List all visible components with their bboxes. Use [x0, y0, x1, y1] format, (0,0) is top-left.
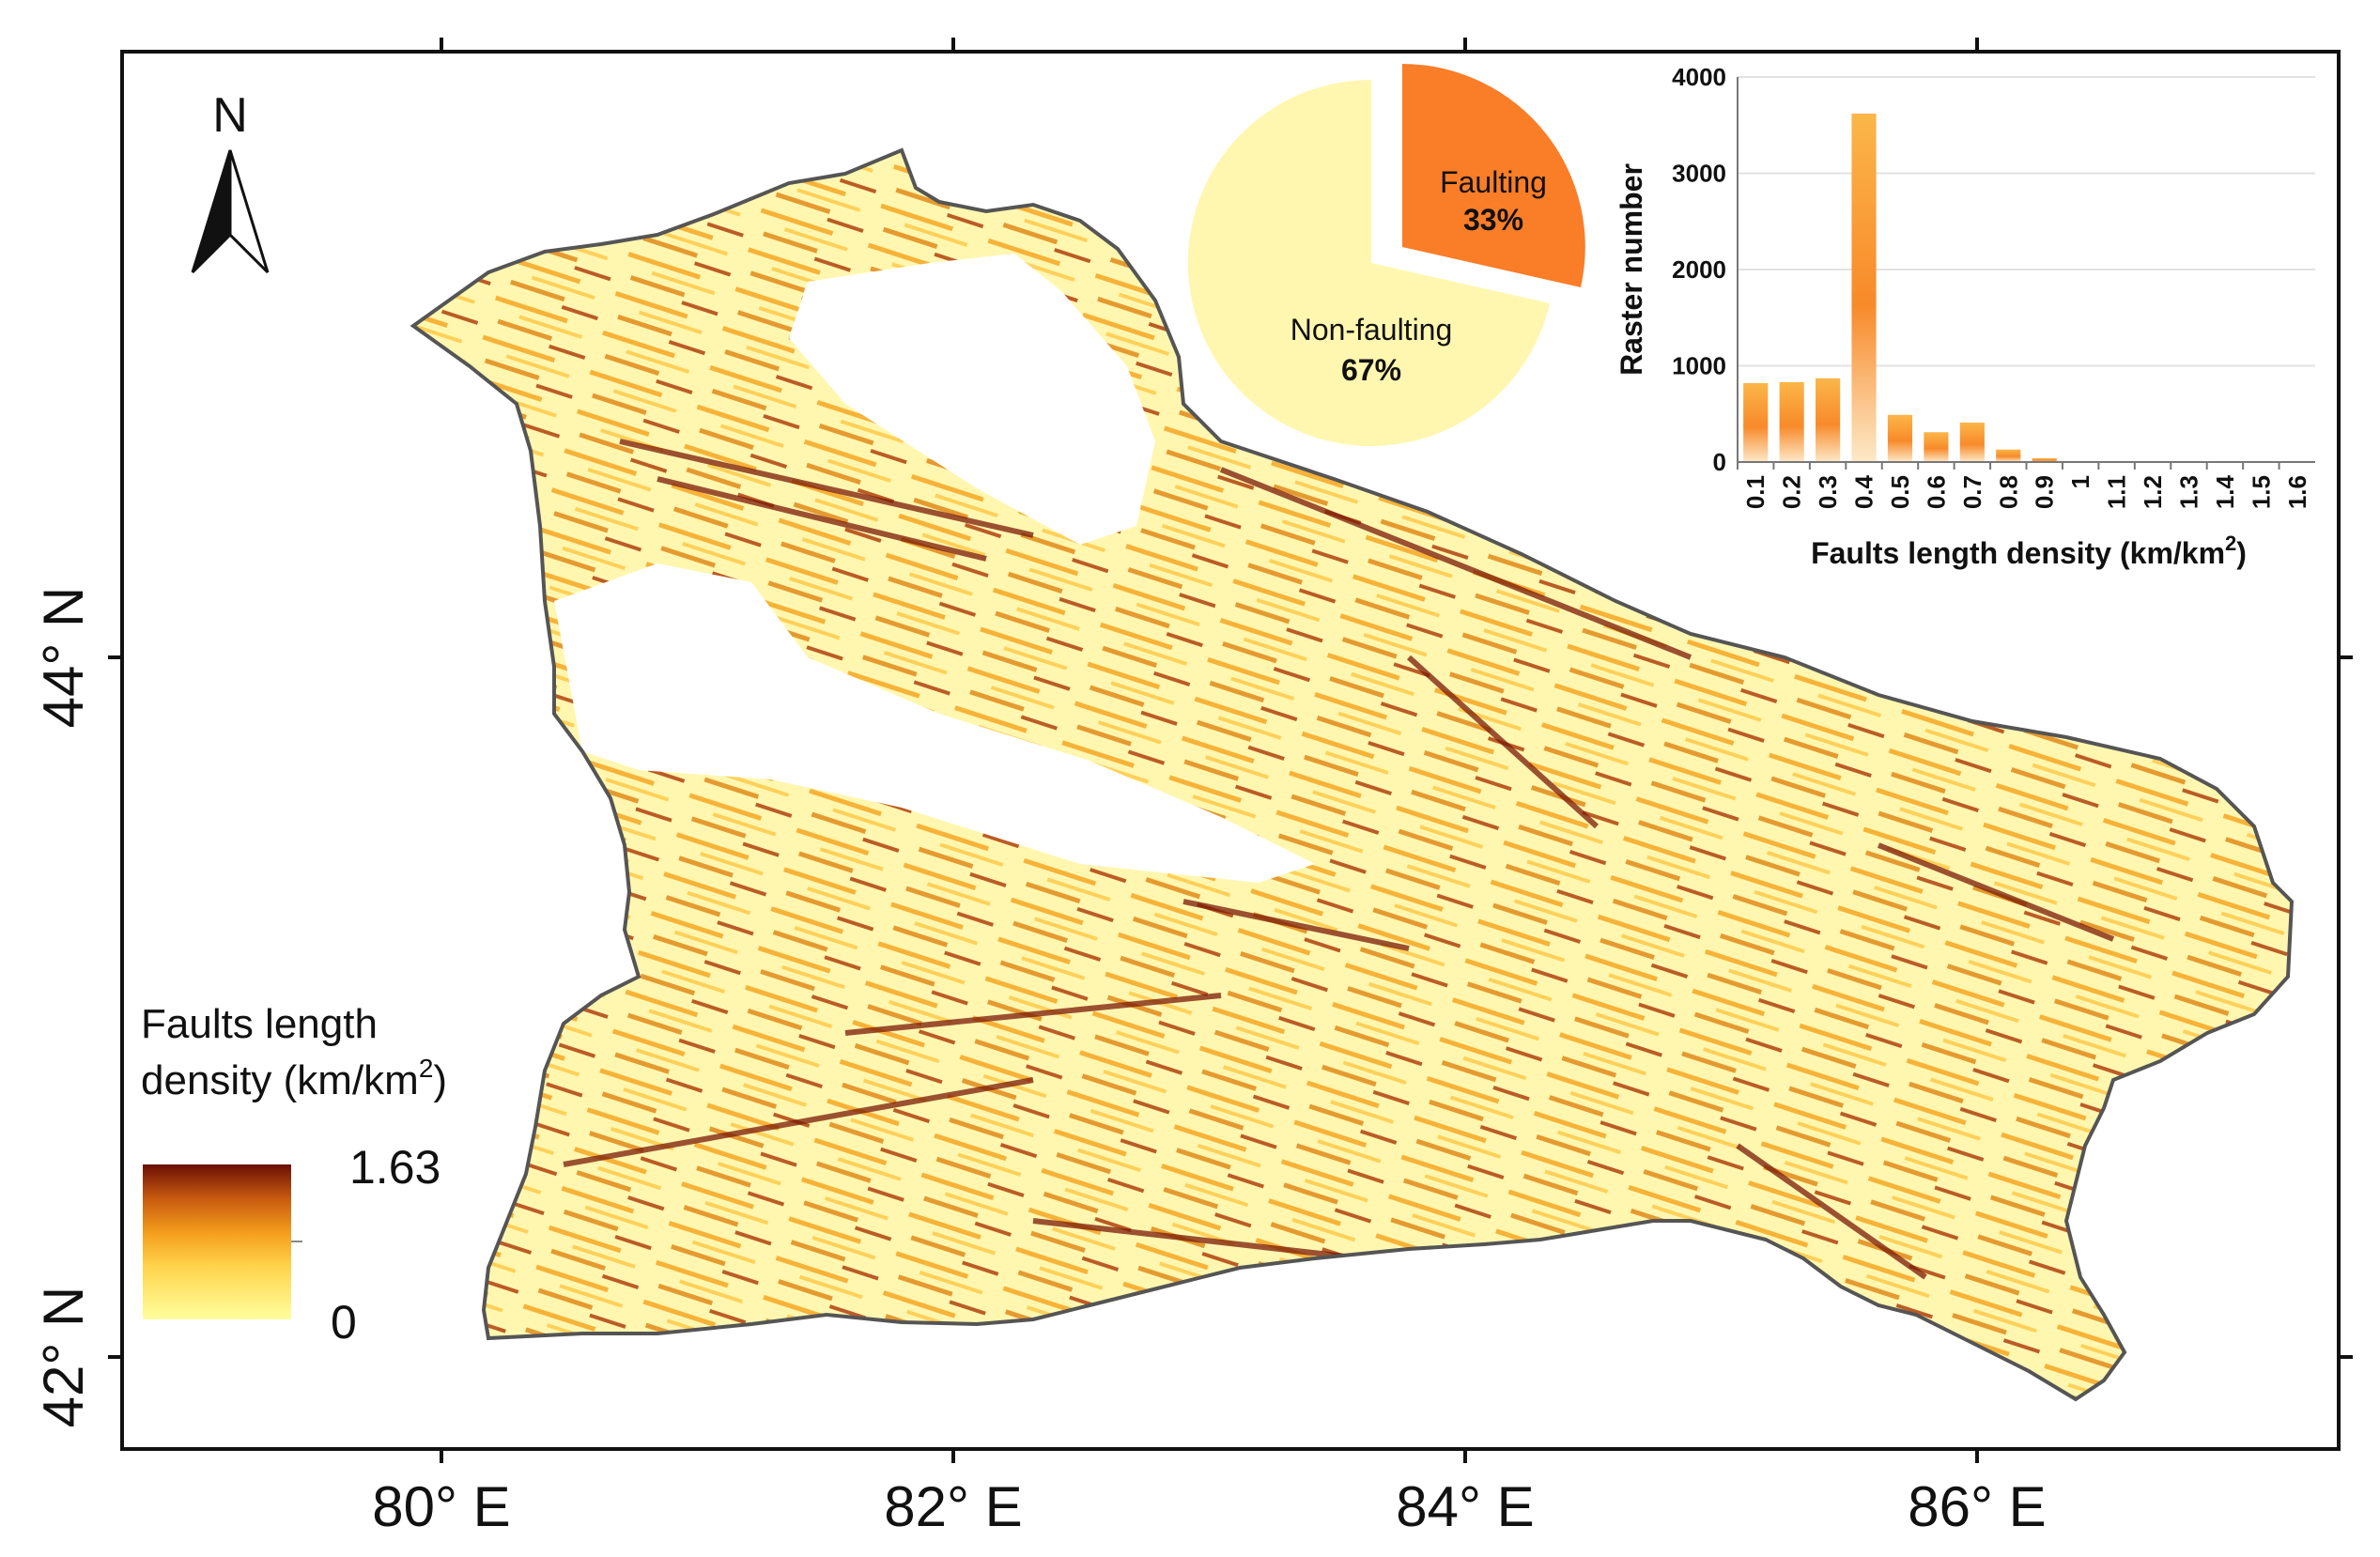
histogram-x-tick-label: 0.4	[1850, 474, 1878, 509]
legend-color-ramp	[143, 1164, 291, 1319]
north-arrow: N	[191, 88, 270, 274]
histogram-y-tick-label: 4000	[1672, 63, 1726, 91]
histogram-x-tick-label: 0.9	[2031, 475, 2059, 509]
pie-chart: Faulting 33% Non-faulting 67%	[1187, 64, 1585, 446]
histogram-bar	[1924, 432, 1949, 462]
histogram-y-ticks: 0 1000 2000 3000 4000	[1672, 63, 1726, 476]
no-data-area-central	[554, 563, 1315, 883]
histogram-x-label: Faults length density (km/km2)	[1811, 532, 2247, 570]
histogram-bar	[1743, 382, 1769, 462]
histogram-bars	[1743, 113, 2310, 462]
histogram-bar	[1816, 378, 1841, 462]
histogram-x-ticks: 0.1 0.2 0.3 0.4 0.5 0.6 0.7 0.8 0.9 1 1.1 1.2 1.3 1.4…	[1737, 462, 2311, 509]
histogram-bar	[1996, 449, 2021, 462]
histogram-x-label-close: )	[2236, 536, 2247, 570]
density-legend: Faults length density (km/km2) 1.63 0	[141, 1001, 447, 1349]
lon-label-86: 86° E	[1908, 1475, 2046, 1538]
legend-title-text: density (km/km	[141, 1057, 419, 1103]
north-arrow-label: N	[212, 88, 248, 143]
pie-label-non-faulting: Non-faulting	[1290, 313, 1453, 347]
histogram-y-tick-label: 3000	[1672, 160, 1726, 188]
histogram-x-tick-label: 1.4	[2211, 474, 2239, 509]
pie-pct-faulting: 33%	[1463, 203, 1523, 237]
pie-slice-non-faulting	[1187, 79, 1550, 446]
latitude-labels: 44° N 42° N	[32, 587, 95, 1428]
histogram-bar	[1851, 113, 1877, 462]
legend-min-label: 0	[331, 1296, 357, 1349]
histogram-x-tick-label: 1.6	[2283, 475, 2311, 509]
histogram-x-tick-label: 0.6	[1922, 475, 1950, 509]
histogram-x-tick-label: 0.8	[1994, 475, 2022, 509]
north-arrow-icon	[191, 149, 232, 274]
histogram-y-label: Raster number	[1615, 163, 1648, 376]
histogram-x-tick-label: 0.7	[1958, 475, 1986, 509]
histogram-x-label-text: Faults length density (km/km	[1811, 536, 2225, 570]
legend-title-line1: Faults length	[141, 1001, 378, 1047]
no-data-area-north	[789, 254, 1155, 545]
high-density-bands	[563, 439, 2115, 1280]
histogram-x-tick-label: 0.3	[1814, 475, 1842, 509]
histogram-x-tick-label: 1.1	[2103, 475, 2131, 509]
legend-title-line2: density (km/km2)	[141, 1054, 447, 1103]
lat-label-44: 44° N	[32, 587, 95, 729]
histogram-x-tick-label: 1	[2066, 475, 2094, 488]
histogram-y-tick-label: 0	[1713, 448, 1726, 476]
map-tick-marks	[108, 38, 2353, 1463]
histogram-y-tick-label: 2000	[1672, 255, 1726, 284]
region-boundary	[410, 147, 2295, 1402]
lon-label-82: 82° E	[884, 1475, 1022, 1538]
histogram-x-label-sup: 2	[2225, 532, 2236, 555]
histogram-x-tick-label: 1.2	[2139, 475, 2167, 509]
histogram-bar	[1887, 414, 1913, 462]
legend-title-close: )	[433, 1057, 447, 1103]
histogram-x-tick-label: 1.5	[2247, 475, 2275, 509]
histogram-bar	[1779, 381, 1804, 462]
histogram-x-tick-label: 0.1	[1741, 475, 1770, 509]
legend-max-label: 1.63	[349, 1141, 440, 1194]
histogram-bar	[1959, 422, 1985, 462]
lat-label-42: 42° N	[32, 1287, 95, 1428]
longitude-labels: 80° E 82° E 84° E 86° E	[372, 1475, 2046, 1538]
lon-label-84: 84° E	[1396, 1475, 1534, 1538]
pie-pct-non-faulting: 67%	[1341, 353, 1401, 387]
map-frame	[120, 50, 2341, 1451]
histogram-x-tick-label: 0.5	[1886, 475, 1914, 509]
legend-title-sup: 2	[419, 1054, 434, 1083]
lon-label-80: 80° E	[372, 1475, 510, 1538]
histogram-x-tick-label: 1.3	[2174, 475, 2202, 509]
pie-slice-faulting	[1402, 64, 1585, 287]
pie-label-faulting: Faulting	[1440, 165, 1547, 199]
histogram-y-tick-label: 1000	[1672, 352, 1726, 380]
histogram-x-tick-label: 0.2	[1778, 475, 1806, 509]
histogram-gridlines	[1738, 76, 2315, 367]
histogram-bar	[2032, 457, 2057, 462]
